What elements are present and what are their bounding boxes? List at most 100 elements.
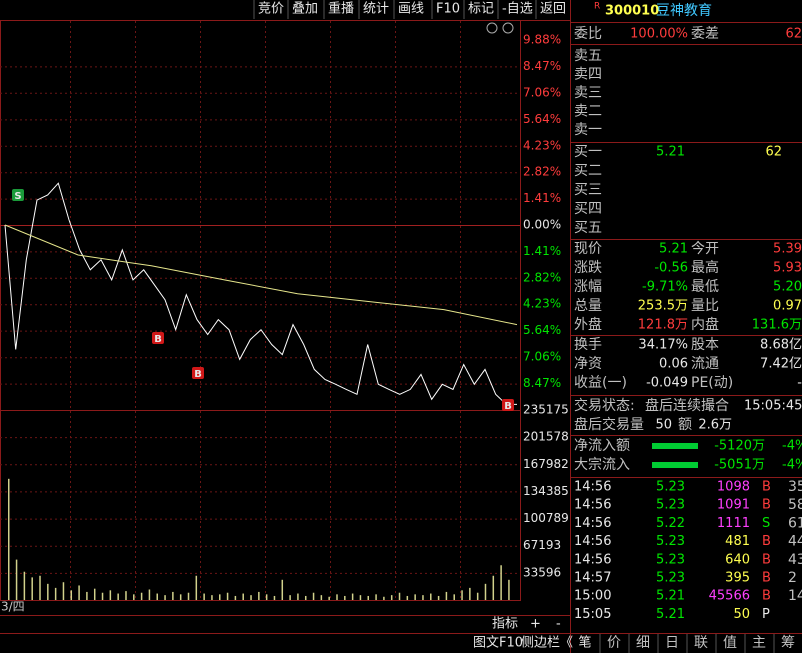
bid-price: 5.21 <box>656 145 685 160</box>
volume-bar <box>226 592 229 600</box>
stock-code: 300010 <box>605 4 659 19</box>
y-tick-label: 8.47% <box>523 59 561 73</box>
label: 流通 <box>691 356 719 372</box>
status-label: 交易状态: <box>574 397 635 414</box>
y-tick-label: 0.00% <box>523 218 561 232</box>
trade-marker-label: B <box>194 369 202 380</box>
value: 121.8万 <box>638 318 688 333</box>
volume-bar <box>187 592 190 600</box>
footer-button[interactable]: 图文F10 <box>473 636 523 651</box>
value: 5.20 <box>773 280 802 295</box>
label: 量比 <box>691 298 719 314</box>
bid-label: 买一 <box>574 144 602 160</box>
volume-bar <box>367 595 370 600</box>
volume-bar <box>250 595 252 600</box>
trade-price: 5.23 <box>656 534 685 549</box>
toolbar-button[interactable]: -自选 <box>502 2 533 17</box>
y-tick-label: 1.41% <box>523 191 561 205</box>
flow-value: -5051万 <box>714 458 765 473</box>
trade-side: B <box>762 589 771 604</box>
toolbar-button[interactable]: 竞价 <box>258 1 284 17</box>
volume-bar <box>15 559 18 600</box>
volume-bar <box>265 594 268 600</box>
zoom-icon[interactable] <box>486 22 498 34</box>
volume-bar <box>125 591 127 600</box>
ask-label: 卖二 <box>574 104 602 120</box>
chart-button[interactable]: - <box>556 617 561 632</box>
trade-time: 15:00 <box>574 589 611 604</box>
volume-bar <box>101 592 104 600</box>
status-time: 15:05:45 <box>744 399 802 414</box>
value: -9.71% <box>642 280 688 295</box>
trade-count: 148 <box>788 588 802 604</box>
label: 股本 <box>691 337 719 353</box>
volume-bar <box>117 593 119 600</box>
chart-button[interactable]: + <box>530 617 541 632</box>
trade-price: 5.23 <box>656 498 685 513</box>
volume-bar <box>398 592 401 600</box>
volume-bar <box>109 590 112 600</box>
ask-label: 卖四 <box>574 67 602 83</box>
toolbar-button[interactable]: 画线 <box>398 2 424 17</box>
volume-bar <box>500 565 502 600</box>
flow-pct: -4% <box>782 458 802 473</box>
volume-tick-label: 33596 <box>523 565 561 579</box>
ask-label: 卖三 <box>574 85 602 101</box>
toolbar-button[interactable]: 统计 <box>363 2 389 17</box>
volume-bar <box>492 575 495 600</box>
trade-side: B <box>762 534 771 549</box>
tab[interactable]: 值 <box>723 635 737 651</box>
label: 委差 <box>691 26 719 42</box>
value: 100.00% <box>630 27 688 42</box>
volume-bar <box>469 587 471 600</box>
trade-marker-label: B <box>504 401 512 412</box>
value: 62 <box>785 27 802 42</box>
volume-bar <box>328 596 330 600</box>
label: 外盘 <box>574 316 602 333</box>
volume-bar <box>304 595 307 600</box>
bid-label: 买二 <box>574 163 602 179</box>
volume-bar <box>8 478 10 600</box>
value: 253.5万 <box>638 299 688 314</box>
chart-button[interactable]: 指标 <box>492 617 518 632</box>
label: 换手 <box>574 336 602 353</box>
value: -0.049 <box>646 376 688 391</box>
tab[interactable]: 筹 <box>781 634 795 651</box>
volume-bar <box>484 583 487 600</box>
volume-tick-label: 100789 <box>523 511 569 525</box>
toolbar-button[interactable]: 标记 <box>468 2 494 17</box>
after-label: 额 <box>678 417 692 433</box>
y-tick-label: 9.88% <box>523 33 561 47</box>
value: 8.68亿 <box>760 338 802 353</box>
volume-bar <box>219 594 221 600</box>
tab[interactable]: 日 <box>665 635 679 651</box>
volume-tick-label: 235175 <box>523 403 569 417</box>
volume-bar <box>54 587 57 600</box>
after-value: 2.6万 <box>698 418 732 433</box>
ask-label: 卖五 <box>574 48 602 64</box>
toolbar-button[interactable]: 叠加 <box>292 2 318 17</box>
flow-label: 净流入额 <box>574 438 630 454</box>
volume-bar <box>148 589 151 600</box>
tab[interactable]: 细 <box>636 635 650 651</box>
tab[interactable]: 笔 <box>578 635 591 651</box>
tab[interactable]: 联 <box>694 635 708 651</box>
volume-bar <box>461 590 463 600</box>
trade-time: 15:05 <box>574 607 611 622</box>
label: 净资 <box>574 356 602 372</box>
toolbar-button[interactable]: 重播 <box>328 1 354 17</box>
volume-bar <box>375 594 377 600</box>
tab[interactable]: 价 <box>607 635 621 651</box>
volume-bar <box>133 594 135 600</box>
trade-count: 2 <box>788 570 797 586</box>
zoom-icon[interactable] <box>502 22 514 34</box>
toolbar-button[interactable]: F10 <box>436 2 460 17</box>
volume-bar <box>234 595 237 600</box>
volume-bar <box>39 575 41 600</box>
volume-tick-label: 67193 <box>523 538 561 552</box>
volume-bar <box>86 591 88 600</box>
footer-button[interactable]: 侧边栏《 <box>521 636 573 651</box>
tab[interactable]: 主 <box>752 635 766 651</box>
toolbar-button[interactable]: 返回 <box>540 2 566 17</box>
